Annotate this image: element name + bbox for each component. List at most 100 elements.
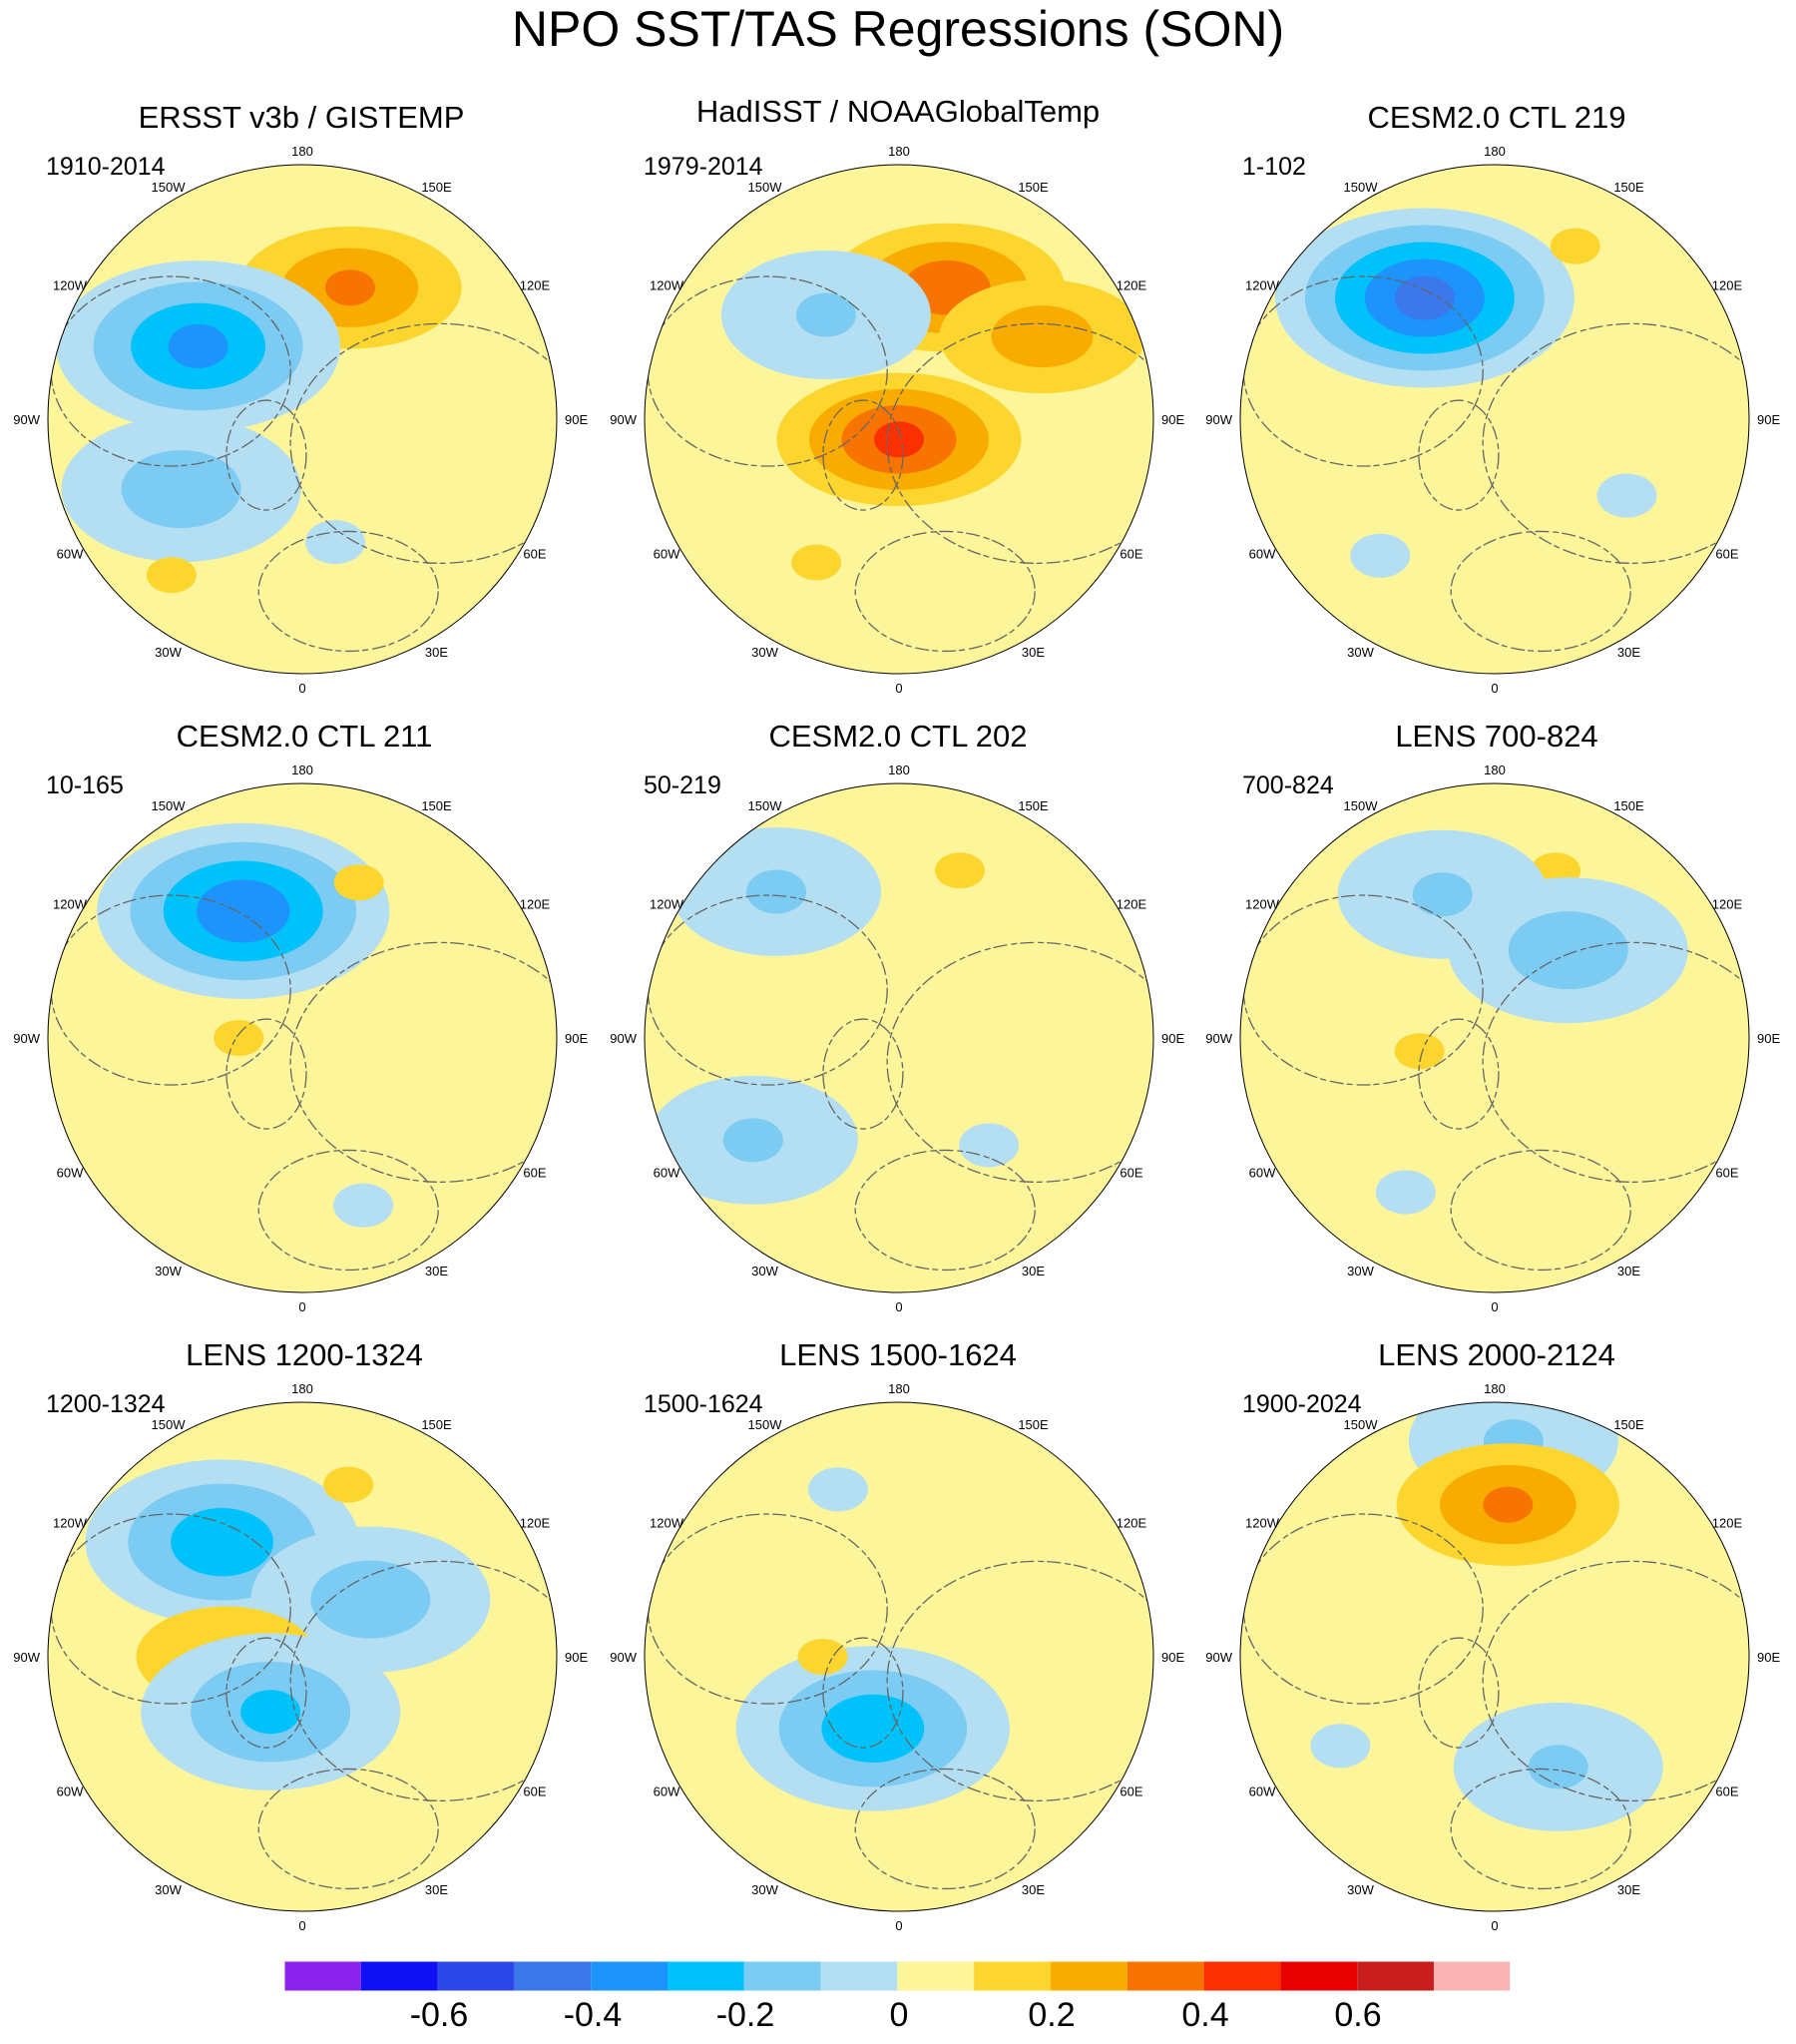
coastline [647, 1513, 888, 1705]
longitude-label: 0 [1491, 1918, 1498, 1933]
coastline [854, 530, 1036, 653]
coastline [886, 941, 1153, 1184]
colorbar-swatch [1357, 1961, 1434, 1991]
longitude-label: 0 [895, 1299, 902, 1314]
longitude-label: 30E [425, 1264, 448, 1278]
longitude-label: 150W [152, 798, 187, 813]
longitude-label: 180 [888, 763, 910, 777]
longitude-label: 90E [1161, 1031, 1184, 1046]
longitude-label: 60E [523, 547, 546, 562]
coastline [257, 1768, 439, 1890]
panel-period-7: 1200-1324 [46, 1390, 166, 1418]
longitude-label: 30W [155, 1264, 182, 1278]
colorbar-tick-label: -0.4 [563, 1996, 623, 2034]
anomaly-contour [323, 1466, 374, 1503]
longitude-label: 120E [520, 897, 551, 912]
longitude-label: 30E [1617, 1264, 1640, 1278]
panel-title-3: CESM2.0 CTL 219 [1367, 100, 1626, 135]
longitude-label: 60W [1249, 547, 1276, 562]
longitude-label: 180 [291, 763, 313, 777]
coastline [1482, 322, 1749, 565]
anomaly-contour [214, 1020, 264, 1056]
map-border [1239, 782, 1750, 1293]
coastline [50, 894, 291, 1086]
coastline [289, 322, 557, 565]
anomaly-contour [959, 1123, 1020, 1168]
longitude-label: 0 [1491, 681, 1498, 696]
longitude-label: 120E [1712, 897, 1743, 912]
anomaly-contour [807, 1467, 868, 1512]
longitude-label: 90E [1757, 412, 1780, 427]
panel-title-2: HadISST / NOAAGlobalTemp [695, 94, 1101, 129]
colorbar-swatch [1051, 1961, 1127, 1991]
colorbar-swatch [897, 1961, 975, 1991]
coastline [50, 1513, 291, 1705]
colorbar-tick-label: 0.2 [1028, 1996, 1076, 2034]
anomaly-contour [197, 879, 290, 943]
longitude-label: 150W [152, 180, 187, 195]
longitude-label: 120E [1117, 897, 1147, 912]
colorbar-swatch [974, 1961, 1051, 1991]
anomaly-contour [1412, 872, 1473, 917]
longitude-label: 150E [421, 1417, 452, 1432]
anomaly-contour [1508, 911, 1628, 990]
coastline [1482, 941, 1749, 1184]
panel-period-2: 1979-2014 [644, 153, 763, 181]
panel-period-9: 1900-2024 [1242, 1390, 1362, 1418]
colorbar-swatch [284, 1961, 361, 1991]
map-border [644, 164, 1154, 675]
map-border [644, 782, 1154, 1293]
colorbar-swatch [668, 1961, 744, 1991]
colorbar-swatch [820, 1961, 898, 1991]
longitude-label: 90W [610, 412, 637, 427]
coastline [854, 1149, 1036, 1272]
coastline [50, 275, 291, 467]
longitude-label: 150W [1344, 798, 1379, 813]
longitude-label: 120W [650, 1516, 684, 1531]
longitude-label: 90E [1161, 1650, 1184, 1665]
map-panel-4 [48, 783, 557, 1292]
colorbar-tick-label: -0.6 [409, 1996, 469, 2034]
coastline [1450, 1149, 1631, 1272]
longitude-label: 90W [1205, 412, 1232, 427]
longitude-label: 60E [523, 1785, 546, 1799]
longitude-label: 90W [1205, 1650, 1232, 1665]
longitude-label: 30E [1022, 1264, 1045, 1278]
longitude-label: 150E [421, 180, 452, 195]
map-panel-6 [1240, 783, 1749, 1292]
coastline [257, 1149, 439, 1272]
longitude-label: 90W [13, 412, 40, 427]
longitude-label: 60W [654, 547, 680, 562]
longitude-label: 150W [152, 1417, 187, 1432]
longitude-label: 90W [13, 1031, 40, 1046]
anomaly-contour [333, 864, 384, 901]
colorbar-swatch [1126, 1961, 1204, 1991]
coastline [854, 1768, 1036, 1890]
longitude-label: 60W [1249, 1166, 1276, 1181]
anomaly-contour [324, 269, 375, 306]
longitude-label: 90W [610, 1031, 637, 1046]
coastline [822, 1018, 904, 1130]
colorbar-tick-label: 0.4 [1181, 1996, 1229, 2034]
anomaly-contour [821, 1694, 925, 1764]
longitude-label: 30W [1347, 1264, 1374, 1278]
anomaly-contour [791, 544, 842, 581]
coastline [257, 530, 439, 653]
map-panel-1 [48, 165, 557, 674]
colorbar-swatch [1280, 1961, 1358, 1991]
longitude-label: 60W [57, 1166, 84, 1181]
longitude-label: 180 [1484, 1381, 1506, 1396]
map-panel-2 [645, 165, 1153, 674]
anomaly-contour [1375, 1170, 1436, 1215]
coastline [289, 1560, 557, 1802]
longitude-label: 90E [565, 1650, 588, 1665]
anomaly-contour [121, 450, 241, 529]
colorbar-swatch [743, 1961, 821, 1991]
longitude-label: 90E [1757, 1031, 1780, 1046]
longitude-label: 90W [1205, 1031, 1232, 1046]
figure-title: NPO SST/TAS Regressions (SON) [511, 1, 1285, 57]
longitude-label: 0 [895, 681, 902, 696]
longitude-label: 120W [650, 278, 684, 293]
longitude-label: 150W [748, 180, 783, 195]
